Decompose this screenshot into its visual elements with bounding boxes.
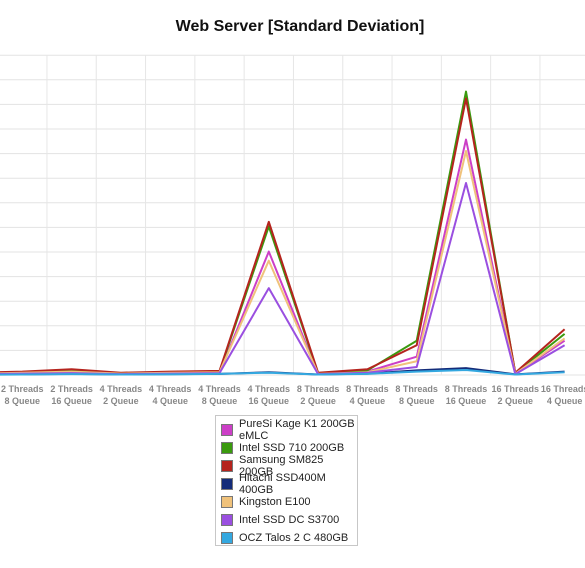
legend-item: Kingston E100 (221, 493, 357, 511)
legend-label: Samsung SM825 200GB (239, 454, 324, 478)
legend-item: Hitachi SSD400M 400GB (221, 472, 357, 496)
x-tick-label: 4 Threads 16 Queue (248, 384, 291, 406)
legend-swatch (221, 496, 233, 508)
legend-swatch (221, 514, 233, 526)
series-line-4 (0, 150, 566, 375)
legend-label: Intel SSD DC S3700 (239, 514, 340, 526)
grid (0, 54, 585, 376)
x-tick-label: 16 Threads 4 Queue (541, 384, 585, 406)
legend-swatch (221, 478, 233, 490)
legend-item: Samsung SM825 200GB (221, 454, 357, 478)
series-lines (0, 90, 566, 376)
legend-item: Intel SSD 710 200GB (221, 439, 357, 457)
x-tick-label: 4 Threads 4 Queue (149, 384, 192, 406)
legend-swatch (221, 532, 233, 544)
legend-item: PureSi Kage K1 200GB eMLC (221, 418, 357, 442)
x-tick-label: 8 Threads 16 Queue (445, 384, 488, 406)
x-tick-label: 16 Threads 2 Queue (492, 384, 540, 406)
legend-item: OCZ Talos 2 C 480GB (221, 529, 357, 547)
legend-swatch (221, 424, 233, 436)
x-tick-label: 8 Threads 2 Queue (297, 384, 340, 406)
legend-swatch (221, 460, 233, 472)
legend-label: PureSi Kage K1 200GB eMLC (239, 418, 355, 442)
legend-label: Kingston E100 (239, 496, 311, 508)
legend-label: Hitachi SSD400M 400GB (239, 472, 326, 496)
legend-item: Intel SSD DC S3700 (221, 511, 357, 529)
series-line-2 (0, 97, 566, 374)
x-tick-label: 4 Threads 2 Queue (100, 384, 143, 406)
x-tick-label: 2 Threads 16 Queue (50, 384, 93, 406)
legend: PureSi Kage K1 200GB eMLC Intel SSD 710 2… (215, 415, 358, 546)
x-tick-label: 2 Threads 8 Queue (1, 384, 44, 406)
series-line-1 (0, 90, 566, 375)
x-tick-label: 8 Threads 8 Queue (395, 384, 438, 406)
legend-label: OCZ Talos 2 C 480GB (239, 532, 349, 544)
series-line-6 (0, 368, 565, 376)
legend-label: Intel SSD 710 200GB (239, 442, 345, 454)
x-tick-label: 4 Threads 8 Queue (198, 384, 241, 406)
chart-title: Web Server [Standard Deviation] (175, 18, 425, 35)
x-tick-label: 8 Threads 4 Queue (346, 384, 389, 406)
legend-swatch (221, 442, 233, 454)
